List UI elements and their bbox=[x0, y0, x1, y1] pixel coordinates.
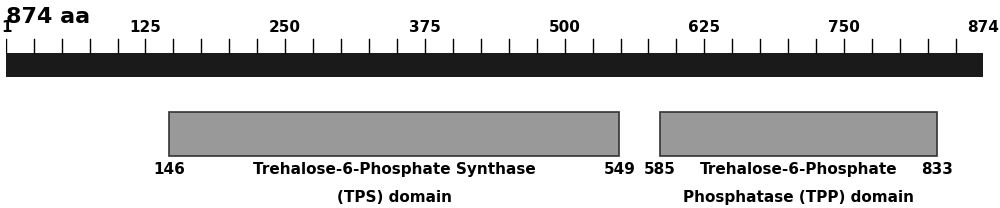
FancyBboxPatch shape bbox=[660, 112, 937, 156]
Text: 375: 375 bbox=[409, 20, 441, 35]
Text: Phosphatase (TPP) domain: Phosphatase (TPP) domain bbox=[683, 190, 914, 205]
Text: Trehalose-6-Phosphate Synthase: Trehalose-6-Phosphate Synthase bbox=[253, 162, 536, 177]
Text: 750: 750 bbox=[828, 20, 860, 35]
Text: 146: 146 bbox=[153, 162, 185, 177]
Text: 585: 585 bbox=[644, 162, 676, 177]
Text: 874 aa: 874 aa bbox=[6, 7, 90, 27]
FancyBboxPatch shape bbox=[169, 112, 619, 156]
Text: 250: 250 bbox=[269, 20, 301, 35]
Text: 833: 833 bbox=[921, 162, 953, 177]
Text: 125: 125 bbox=[130, 20, 161, 35]
Text: 500: 500 bbox=[549, 20, 581, 35]
Text: Trehalose-6-Phosphate: Trehalose-6-Phosphate bbox=[699, 162, 897, 177]
Text: 1: 1 bbox=[2, 20, 12, 35]
Text: 874: 874 bbox=[967, 20, 999, 35]
Text: (TPS) domain: (TPS) domain bbox=[337, 190, 452, 205]
Text: 625: 625 bbox=[688, 20, 720, 35]
Text: 549: 549 bbox=[603, 162, 635, 177]
FancyBboxPatch shape bbox=[6, 53, 983, 77]
